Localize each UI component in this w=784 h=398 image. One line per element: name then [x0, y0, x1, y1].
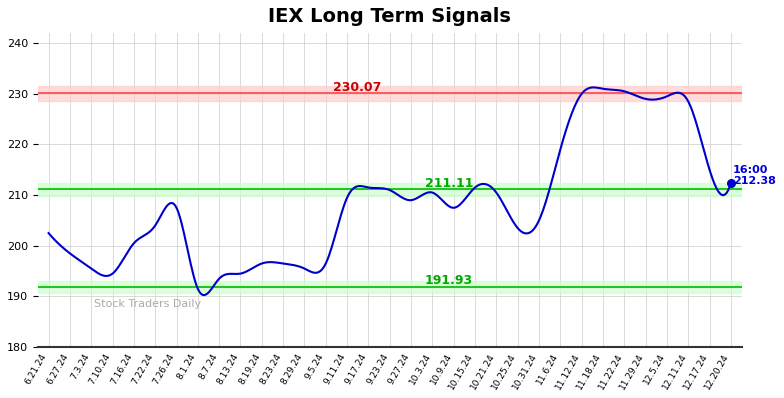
Bar [38, 183, 742, 195]
Text: 16:00
212.38: 16:00 212.38 [733, 165, 776, 186]
Bar [38, 86, 742, 101]
Point [724, 180, 737, 186]
Bar [38, 281, 742, 293]
Text: 211.11: 211.11 [425, 177, 474, 190]
Text: 230.07: 230.07 [333, 81, 382, 94]
Text: Stock Traders Daily: Stock Traders Daily [94, 299, 201, 309]
Title: IEX Long Term Signals: IEX Long Term Signals [268, 7, 511, 26]
Text: 191.93: 191.93 [425, 274, 473, 287]
